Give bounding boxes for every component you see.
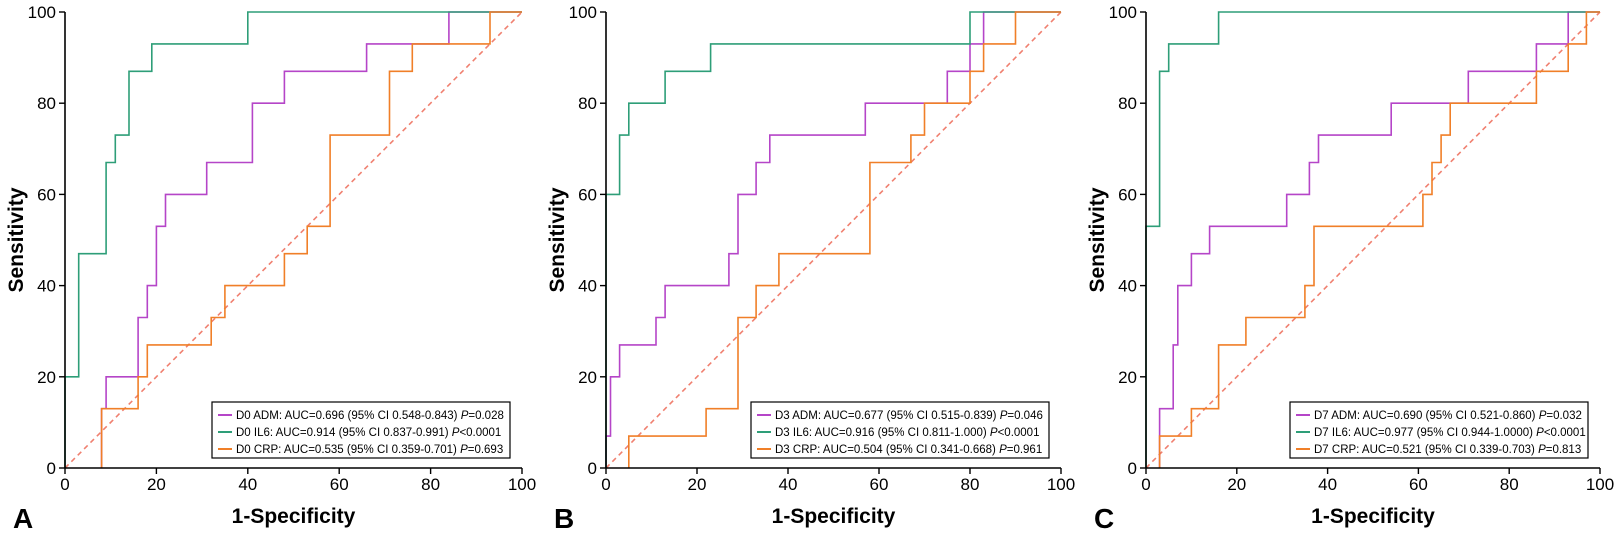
legend-entry: D7 ADM: AUC=0.690 (95% CI 0.521-0.860) P… xyxy=(1314,410,1582,422)
y-axis-title: Sensitivity xyxy=(546,187,569,292)
reference-diagonal xyxy=(1145,11,1601,469)
x-tick-label: 100 xyxy=(1047,475,1075,494)
x-tick-label: 100 xyxy=(1586,475,1614,494)
x-tick-label: 20 xyxy=(688,475,707,494)
reference-diagonal xyxy=(605,11,1062,469)
roc-curve-d3-il6 xyxy=(605,11,1061,468)
panel-letter: B xyxy=(554,503,574,534)
roc-curve-d7-crp xyxy=(1158,11,1600,468)
y-tick-label: 0 xyxy=(1128,459,1137,478)
y-tick-label: 60 xyxy=(1118,185,1137,204)
legend-entry: D0 ADM: AUC=0.696 (95% CI 0.548-0.843) P… xyxy=(236,410,504,422)
x-tick-label: 40 xyxy=(238,475,257,494)
y-tick-label: 100 xyxy=(569,3,597,22)
y-tick-label: 100 xyxy=(1109,3,1137,22)
y-tick-label: 40 xyxy=(1118,277,1137,296)
y-tick-label: 80 xyxy=(37,94,56,113)
chart-panel-a: 0 20 40 60 80 100 0 20 40 60 80 100 1-Specificity Sen… xyxy=(5,3,536,534)
x-tick-label: 40 xyxy=(779,475,798,494)
y-tick-label: 40 xyxy=(578,277,597,296)
legend-entry: D7 IL6: AUC=0.977 (95% CI 0.944-1.0000) … xyxy=(1314,427,1586,439)
x-tick-label: 60 xyxy=(330,475,349,494)
roc-curve-d3-crp xyxy=(627,11,1061,468)
x-axis-title: 1-Specificity xyxy=(772,505,896,528)
legend-entry: D3 IL6: AUC=0.916 (95% CI 0.811-1.000) P… xyxy=(775,427,1039,439)
x-tick-label: 100 xyxy=(508,475,536,494)
legend-entry: D0 IL6: AUC=0.914 (95% CI 0.837-0.991) P… xyxy=(236,427,501,439)
legend: D7 ADM: AUC=0.690 (95% CI 0.521-0.860) P… xyxy=(1289,401,1589,459)
y-tick-label: 20 xyxy=(37,368,56,387)
y-tick-label: 0 xyxy=(47,459,56,478)
reference-diagonal xyxy=(64,11,523,469)
y-tick-label: 100 xyxy=(28,3,56,22)
y-axis-title: Sensitivity xyxy=(1086,187,1109,292)
roc-curve-d3-adm xyxy=(605,11,1061,468)
legend: D0 ADM: AUC=0.696 (95% CI 0.548-0.843) P… xyxy=(211,401,511,459)
x-tick-label: 80 xyxy=(421,475,440,494)
y-tick-label: 0 xyxy=(588,459,597,478)
legend-box xyxy=(1289,401,1589,459)
y-tick-label: 80 xyxy=(578,94,597,113)
legend-entry: D7 CRP: AUC=0.521 (95% CI 0.339-0.703) P… xyxy=(1314,444,1581,456)
chart-panel-c: 0 20 40 60 80 100 0 20 40 60 80 100 1-Specificity Sen… xyxy=(1086,3,1614,534)
legend-entry: D0 CRP: AUC=0.535 (95% CI 0.359-0.701) P… xyxy=(236,444,503,456)
roc-curve-d0-adm xyxy=(100,11,522,468)
x-tick-label: 0 xyxy=(60,475,69,494)
x-axis-title: 1-Specificity xyxy=(232,505,356,528)
panel-letter: A xyxy=(13,503,33,534)
roc-curve-d7-il6 xyxy=(1145,11,1600,468)
x-axis-title: 1-Specificity xyxy=(1311,505,1435,528)
x-tick-label: 60 xyxy=(870,475,889,494)
legend: D3 ADM: AUC=0.677 (95% CI 0.515-0.839) P… xyxy=(750,401,1050,459)
x-tick-label: 80 xyxy=(1500,475,1519,494)
x-tick-label: 20 xyxy=(1227,475,1246,494)
x-tick-label: 60 xyxy=(1409,475,1428,494)
x-tick-label: 40 xyxy=(1318,475,1337,494)
legend-box xyxy=(211,401,511,459)
x-tick-label: 80 xyxy=(961,475,980,494)
y-tick-label: 20 xyxy=(578,368,597,387)
legend-entry: D3 CRP: AUC=0.504 (95% CI 0.341-0.668) P… xyxy=(775,444,1042,456)
roc-curve-d0-il6 xyxy=(64,11,522,468)
y-tick-label: 60 xyxy=(578,185,597,204)
x-tick-label: 0 xyxy=(1141,475,1150,494)
y-tick-label: 40 xyxy=(37,277,56,296)
panel-letter: C xyxy=(1094,503,1114,534)
legend-box xyxy=(750,401,1050,459)
legend-entry: D3 ADM: AUC=0.677 (95% CI 0.515-0.839) P… xyxy=(775,410,1043,422)
x-tick-label: 0 xyxy=(601,475,610,494)
y-axis-title: Sensitivity xyxy=(5,187,28,292)
roc-curve-d7-adm xyxy=(1158,11,1600,468)
y-tick-label: 20 xyxy=(1118,368,1137,387)
roc-curve-d0-crp xyxy=(100,11,522,468)
x-tick-label: 20 xyxy=(147,475,166,494)
y-tick-label: 60 xyxy=(37,185,56,204)
y-tick-label: 80 xyxy=(1118,94,1137,113)
chart-panel-b: 0 20 40 60 80 100 0 20 40 60 80 100 1-Specificity Sen… xyxy=(546,3,1075,534)
